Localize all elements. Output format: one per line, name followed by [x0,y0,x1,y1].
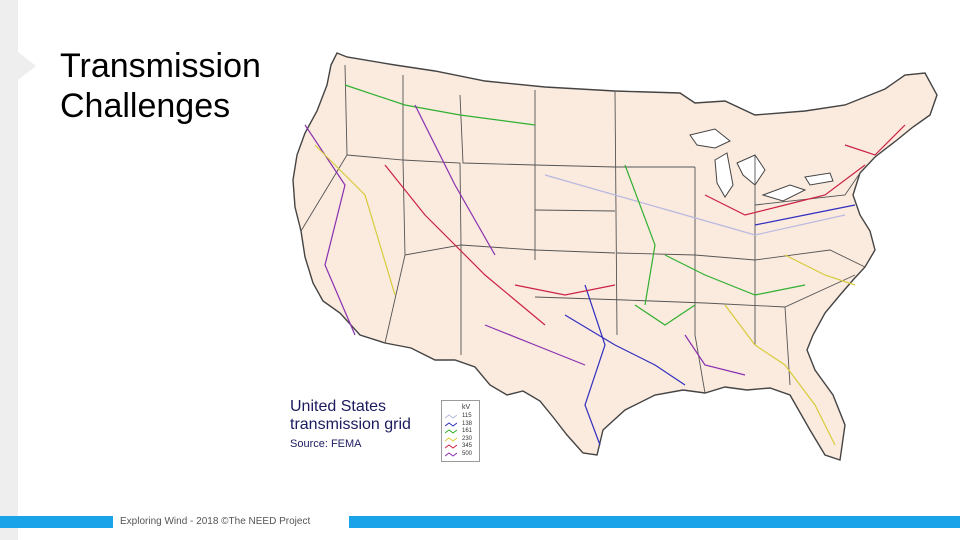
footer-bar-left [0,516,113,528]
great-lakes [689,128,834,202]
map-legend-title: United States transmission grid Source: … [290,398,411,452]
title-line-1: Transmission [60,47,261,85]
kv-swatch-icon [444,451,458,457]
us-land [292,52,938,461]
kv-legend-row: 230 [444,435,479,443]
footer-bar-right [349,516,960,528]
kv-legend-row: 115 [444,413,479,420]
kv-level-label: 345 [462,443,473,449]
kv-legend: kV 115 138 161 230 345 500 [441,400,480,462]
kv-swatch-icon [444,436,458,442]
kv-swatch-icon [444,421,458,427]
kv-level-label: 500 [462,450,473,457]
footer-text: Exploring Wind - 2018 ©The NEED Project [120,516,311,527]
kv-swatch-icon [444,414,458,419]
legend-title-line-1: United States [290,398,387,415]
kv-legend-row: 500 [444,450,479,458]
kv-swatch-icon [444,429,458,434]
state-borders [300,64,866,394]
transmission-map [285,45,945,465]
title-card [18,40,288,136]
left-band [0,0,18,540]
kv-legend-row: 161 [444,428,479,435]
title-notch [18,52,36,80]
kv-level-label: 230 [462,435,473,442]
kv-swatch-icon [444,444,458,449]
title-line-2: Challenges [60,87,231,125]
kv-level-label: 138 [462,420,473,427]
slide-title: Transmission Challenges [60,46,261,126]
kv-level-label: 115 [462,413,472,419]
us-map-svg [292,52,938,461]
kv-legend-row: 345 [444,443,479,450]
kv-legend-header: kV [462,404,471,411]
legend-source: Source: FEMA [290,438,362,450]
legend-title-line-2: transmission grid [290,416,411,433]
transmission-lines [304,84,906,446]
kv-legend-row: 138 [444,420,479,428]
kv-level-label: 161 [462,428,473,434]
